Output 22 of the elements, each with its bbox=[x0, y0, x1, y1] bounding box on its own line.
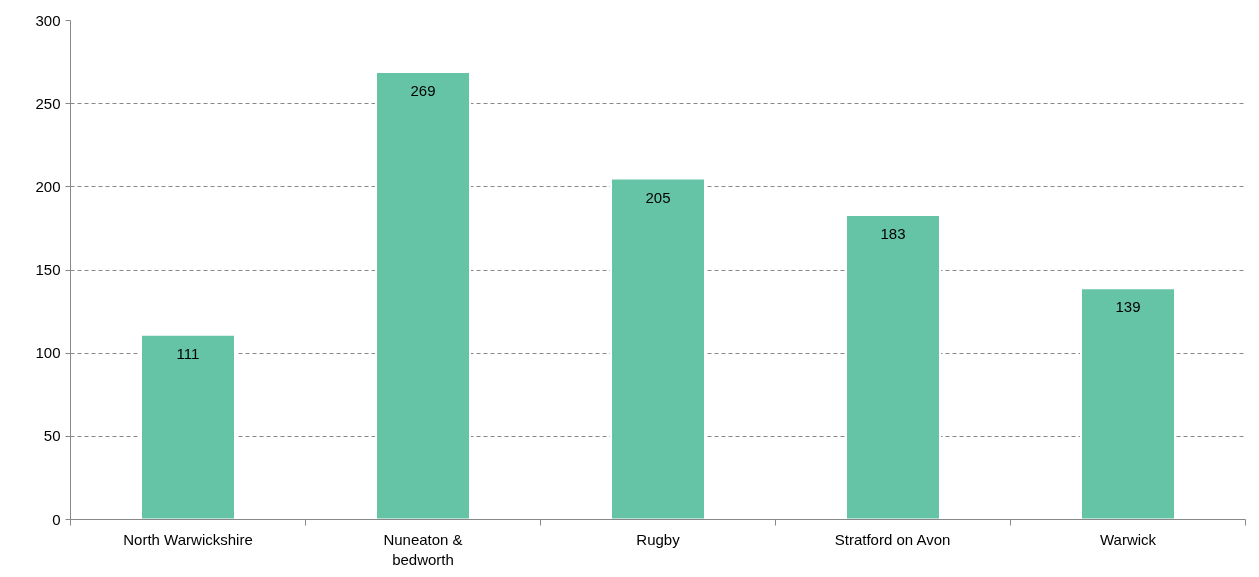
x-tick-label: Warwick bbox=[1099, 530, 1157, 548]
y-tick-label: 0 bbox=[52, 510, 61, 528]
y-tick-label: 50 bbox=[43, 427, 61, 445]
y-tick-label: 250 bbox=[35, 94, 61, 112]
data-label: 205 bbox=[645, 188, 671, 206]
y-tick-label: 100 bbox=[35, 344, 61, 362]
y-tick-label: 200 bbox=[35, 177, 61, 195]
data-label: 183 bbox=[880, 225, 906, 243]
x-tick-label: Stratford on Avon bbox=[834, 530, 951, 548]
x-tick-label: Nuneaton & bedworth bbox=[383, 530, 463, 568]
bar bbox=[610, 177, 706, 520]
y-tick-label: 300 bbox=[35, 11, 61, 29]
bar bbox=[1080, 287, 1176, 520]
bar bbox=[140, 333, 236, 520]
data-label: 269 bbox=[410, 82, 436, 100]
x-tick-label: Rugby bbox=[636, 530, 681, 548]
y-tick-label: 150 bbox=[35, 261, 61, 278]
x-tick-label: North Warwickshire bbox=[123, 530, 253, 548]
bar bbox=[845, 214, 941, 520]
data-label: 139 bbox=[1115, 298, 1141, 316]
bar bbox=[375, 71, 471, 520]
data-label: 111 bbox=[176, 344, 200, 362]
